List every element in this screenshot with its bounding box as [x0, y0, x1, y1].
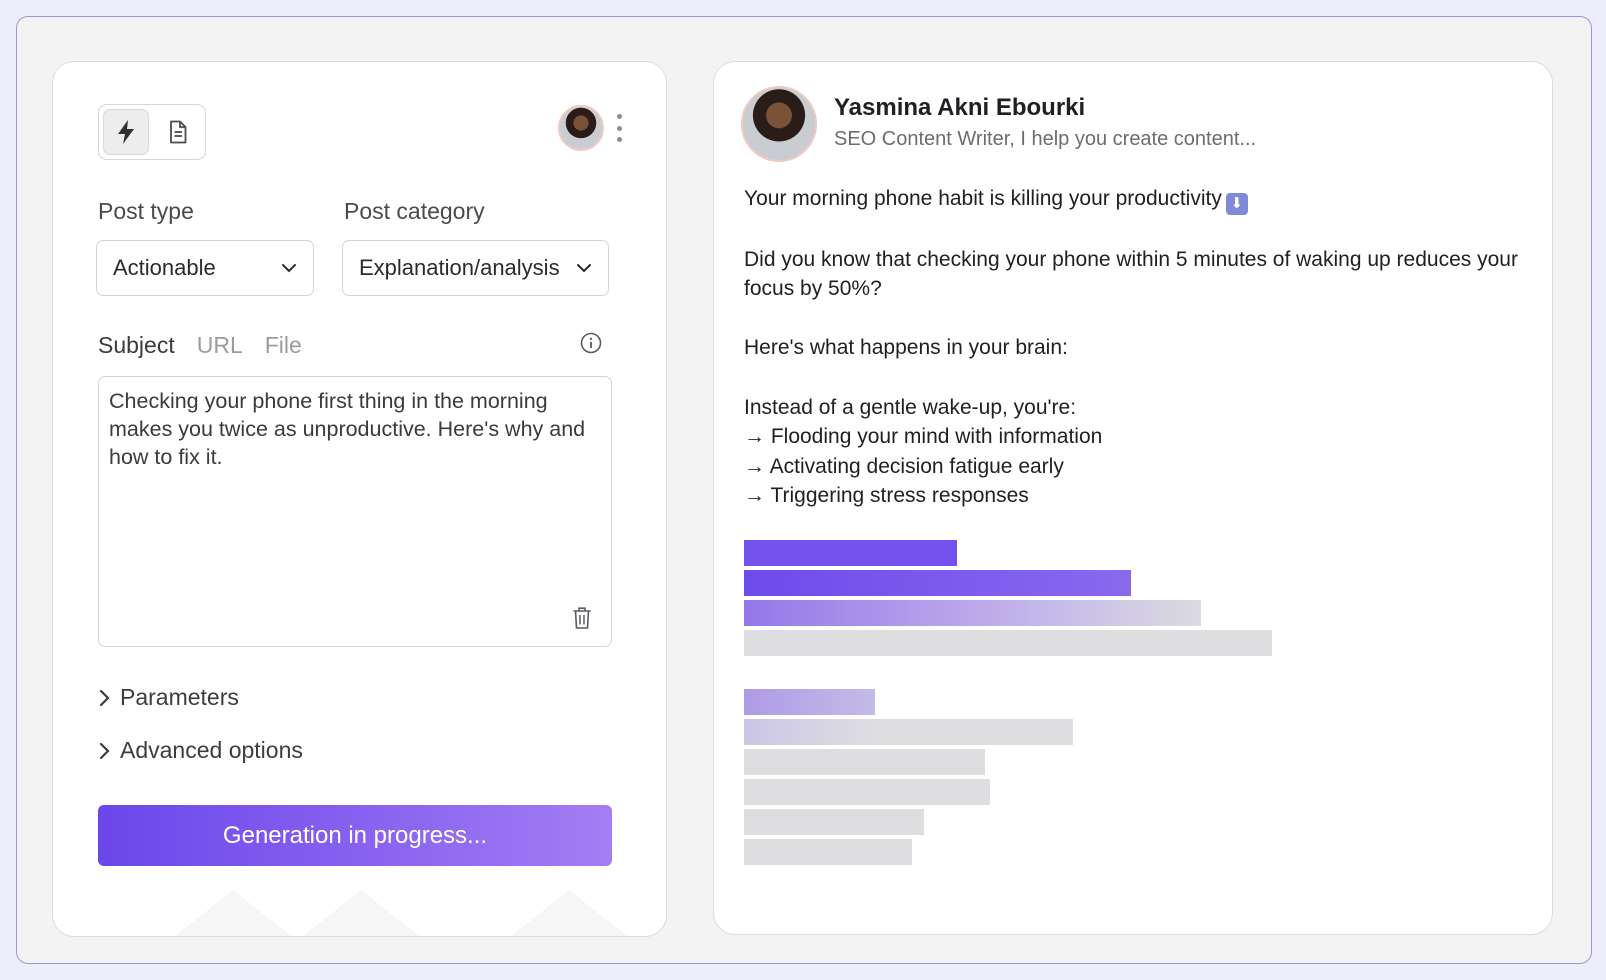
chevron-right-icon: [99, 742, 110, 759]
subject-textarea[interactable]: Checking your phone first thing in the m…: [98, 376, 612, 647]
skeleton-line: [744, 839, 912, 865]
skeleton-line: [744, 689, 875, 715]
post-type-value: Actionable: [113, 255, 216, 280]
mode-toggle: [98, 104, 206, 160]
parameters-label: Parameters: [120, 684, 239, 710]
user-avatar[interactable]: [558, 105, 604, 151]
chevron-down-icon: [282, 264, 296, 273]
post-category-label: Post category: [344, 198, 485, 224]
skeleton-line: [744, 630, 1272, 656]
post-bullet: → Activating decision fatigue early: [744, 454, 1064, 478]
post-bullet: → Flooding your mind with information: [744, 425, 1103, 449]
author-avatar: [741, 86, 817, 162]
skeleton-line: [744, 809, 924, 835]
tab-subject[interactable]: Subject: [98, 332, 175, 358]
skeleton-line: [744, 779, 990, 805]
skeleton-line: [744, 570, 1131, 596]
post-paragraph: Here's what happens in your brain:: [744, 336, 1068, 360]
advanced-options-label: Advanced options: [120, 737, 303, 763]
lightning-icon: [118, 120, 134, 144]
skeleton-line: [744, 749, 985, 775]
post-bullet: → Triggering stress responses: [744, 484, 1029, 508]
tab-file[interactable]: File: [264, 332, 302, 358]
post-hook: Your morning phone habit is killing your…: [744, 184, 1524, 215]
more-options-icon[interactable]: [612, 114, 626, 142]
post-hook-text: Your morning phone habit is killing your…: [744, 187, 1222, 210]
trash-icon[interactable]: [572, 606, 592, 630]
decorative-shape: [303, 890, 419, 936]
skeleton-line: [744, 719, 1073, 745]
document-mode-button[interactable]: [155, 109, 201, 155]
post-preview-panel: Yasmina Akni Ebourki SEO Content Writer,…: [713, 61, 1553, 935]
decorative-shape: [175, 890, 291, 936]
app-frame: Post type Post category Actionable Expla…: [16, 16, 1592, 964]
document-icon: [170, 120, 187, 144]
decorative-shape: [511, 890, 627, 936]
advanced-options-toggle[interactable]: Advanced options: [98, 737, 303, 764]
down-arrow-icon: ⬇: [1225, 193, 1248, 215]
quick-mode-button[interactable]: [103, 109, 149, 155]
post-paragraph: Instead of a gentle wake-up, you're:: [744, 395, 1077, 419]
post-type-select[interactable]: Actionable: [96, 240, 314, 296]
post-category-select[interactable]: Explanation/analysis: [342, 240, 609, 296]
chevron-down-icon: [577, 264, 591, 273]
chevron-right-icon: [99, 689, 110, 706]
post-category-value: Explanation/analysis: [359, 255, 560, 280]
skeleton-line: [744, 600, 1201, 626]
tab-url[interactable]: URL: [196, 332, 243, 358]
parameters-toggle[interactable]: Parameters: [98, 684, 239, 711]
generator-panel: Post type Post category Actionable Expla…: [52, 61, 667, 937]
source-tabs: Subject URL File: [98, 332, 302, 359]
post-type-label: Post type: [98, 198, 194, 224]
generate-button[interactable]: Generation in progress...: [98, 805, 612, 866]
skeleton-line: [744, 540, 957, 566]
author-headline: SEO Content Writer, I help you create co…: [834, 128, 1257, 150]
post-paragraph: Did you know that checking your phone wi…: [744, 247, 1518, 301]
post-body: Your morning phone habit is killing your…: [744, 184, 1524, 511]
info-icon[interactable]: [580, 332, 602, 354]
author-name: Yasmina Akni Ebourki: [834, 94, 1086, 121]
